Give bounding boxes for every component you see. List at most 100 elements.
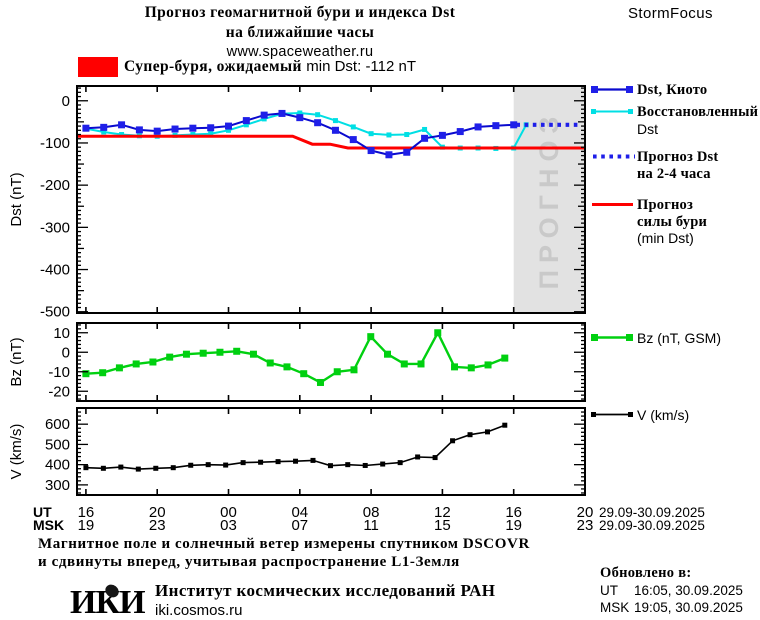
msk-tick-label: 11 <box>363 517 379 534</box>
legend-label-restored-2: Dst <box>637 120 658 137</box>
brand-label: StormFocus <box>628 5 713 22</box>
legend-item-v: V (km/s) <box>590 407 689 424</box>
series-marker <box>367 147 375 155</box>
institute-site-link[interactable]: iki.cosmos.ru <box>155 602 243 619</box>
series-marker <box>417 360 425 368</box>
dst-kyoto-marker-icon <box>591 86 633 93</box>
series-marker <box>233 347 241 355</box>
series-marker <box>501 354 509 362</box>
updated-msk-time: 19:05, 30.09.2025 <box>634 600 743 615</box>
y-tick-label: 600 <box>45 416 70 433</box>
series-marker <box>166 353 174 361</box>
series-marker <box>99 369 107 377</box>
series-marker <box>283 363 291 371</box>
ut-tick-label: 16 <box>505 504 522 521</box>
series-marker <box>350 124 356 130</box>
msk-tick-label: 03 <box>220 517 237 534</box>
y-tick-label: -20 <box>48 383 70 400</box>
y-tick-label: -10 <box>48 364 70 381</box>
series-marker <box>225 122 233 130</box>
msk-tick-label: 19 <box>78 517 95 534</box>
series-marker <box>502 422 508 428</box>
series-marker <box>135 126 143 134</box>
msk-tick-label: 23 <box>149 517 166 534</box>
series-marker <box>492 122 500 130</box>
series-marker <box>297 110 303 116</box>
ut-tick-label: 20 <box>577 504 594 521</box>
series-marker <box>207 124 215 132</box>
series-marker <box>422 126 428 132</box>
storm-alert-ru: Супер-буря, ожидаемый <box>124 58 302 75</box>
series-marker <box>314 119 322 127</box>
series-marker <box>310 457 316 463</box>
series-marker <box>385 151 393 159</box>
website-link[interactable]: www.spaceweather.ru <box>226 44 374 60</box>
y-tick-label: -500 <box>40 304 70 321</box>
v-plot: 300 400 500 600 V (km/s) <box>8 407 586 496</box>
series-marker <box>205 462 211 468</box>
legend-label-dst-kyoto: Dst, Киото <box>637 82 708 98</box>
series-marker <box>434 329 442 337</box>
y-axis-label: Dst (nT) <box>8 172 25 226</box>
series-marker <box>432 455 438 461</box>
series-marker <box>132 360 140 368</box>
series-marker <box>300 370 308 378</box>
bz-plot: -20 -10 0 10 Bz (nT) <box>8 322 586 402</box>
bz-marker-icon <box>591 334 633 341</box>
legend-label-v: V (km/s) <box>637 407 690 423</box>
series-marker <box>153 127 161 135</box>
series-marker <box>333 368 341 376</box>
y-tick-label: 0 <box>62 93 70 110</box>
series-marker <box>484 361 492 369</box>
msk-tick-label: 15 <box>434 517 451 534</box>
forecast-dst-marker-icon <box>593 154 635 159</box>
msk-tick-label: 19 <box>505 517 522 534</box>
series-marker <box>188 462 194 468</box>
ut-tick-label: 12 <box>434 504 451 521</box>
series-marker <box>386 132 392 138</box>
storm-strength-marker-icon <box>592 203 633 206</box>
series-marker <box>100 123 108 131</box>
series-marker <box>400 360 408 368</box>
ut-tick-label: 04 <box>291 504 308 521</box>
y-tick-label: 0 <box>62 344 70 361</box>
storm-alert-min-dst: min Dst: -112 nT <box>306 58 417 75</box>
updated-msk: MSK 19:05, 30.09.2025 <box>600 600 743 615</box>
series-marker <box>153 465 159 471</box>
legend-label-bz: Bz (nT, GSM) <box>637 330 722 346</box>
ut-tick-label: 16 <box>78 504 95 521</box>
series-marker <box>397 460 403 466</box>
series-marker <box>258 459 264 465</box>
legend-label-storm-1: Прогноз <box>637 197 694 213</box>
series-marker <box>404 132 410 138</box>
series-marker <box>115 364 123 372</box>
series-marker <box>296 114 304 122</box>
series-marker <box>345 462 351 468</box>
series-marker <box>223 462 229 468</box>
series-marker <box>350 366 358 374</box>
y-tick-label: -400 <box>40 262 70 279</box>
series-marker <box>316 378 324 386</box>
series-line <box>77 134 585 150</box>
series-marker <box>403 148 411 156</box>
series-marker <box>226 127 232 133</box>
dst-plot: ПРОГНОЗ -500 -400 -300 -200 -100 0 Dst (nT) <box>8 85 586 321</box>
series-marker <box>182 350 190 358</box>
series-marker <box>327 463 333 469</box>
series-marker <box>451 363 459 371</box>
series-marker <box>384 350 392 358</box>
series-marker <box>208 131 214 137</box>
series-marker <box>456 128 464 136</box>
series-marker <box>421 134 429 142</box>
series-marker <box>474 123 482 131</box>
series-marker <box>293 458 299 464</box>
series-marker <box>315 112 321 118</box>
page-subtitle: на ближайшие часы <box>225 24 375 41</box>
legend-item-restored-dst: Восстановленный Dst <box>590 104 758 137</box>
series-marker <box>332 118 338 124</box>
updated-ut-label: UT <box>600 583 618 598</box>
series-marker <box>189 124 197 132</box>
series-marker <box>199 349 207 357</box>
updated-ut-time: 16:05, 30.09.2025 <box>634 583 743 598</box>
